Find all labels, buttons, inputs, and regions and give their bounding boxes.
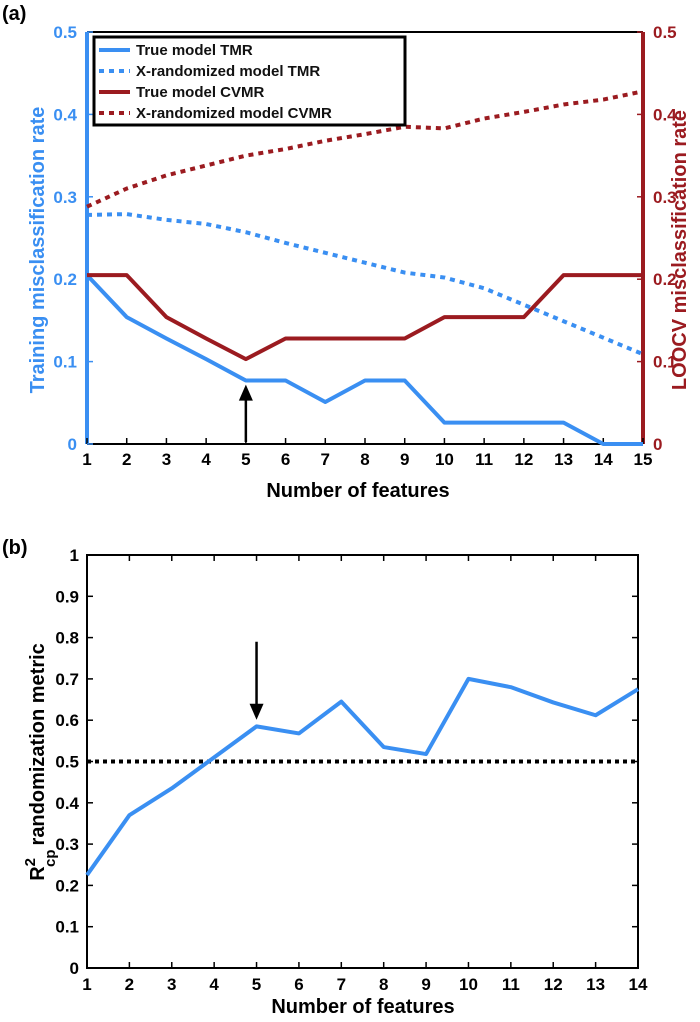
series-line-true-model-tmr: [85, 273, 643, 446]
panel-b-y-tick-label: 0.3: [55, 835, 79, 854]
panel-b-x-tick-label: 6: [294, 975, 303, 994]
panel-a-x-tick-label: 7: [321, 450, 330, 469]
panel-b-x-tick-label: 5: [252, 975, 261, 994]
panel-a: (a) 1 2 3 4 5 6 7 8 9 10 11 12 13 14 1500.10.20.30.40.…: [2, 3, 691, 502]
panel-a-right-tick-label: 0.5: [653, 23, 677, 42]
panel-a-x-tick-label: 13: [554, 450, 573, 469]
panel-b-ylabel-main: R: [27, 866, 49, 881]
panel-a-right-tick-label: 0: [653, 435, 662, 454]
series-line-true-model-cvmr: [87, 273, 643, 362]
panel-b-y-tick-label: 1: [70, 546, 79, 565]
panel-a-left-tick-label: 0: [68, 435, 77, 454]
panel-a-x-tick-label: 6: [281, 450, 290, 469]
panel-a-plot: 1 2 3 4 5 6 7 8 9 10 11 12 13 14 1500.10.20.30.40.500.…: [53, 23, 677, 469]
panel-a-right-tick-label: 0.1: [653, 353, 677, 372]
panel-b-x-tick-label: 8: [379, 975, 388, 994]
panel-b-x-tick-label: 11: [502, 975, 520, 994]
panel-b-ylabel-sup: 2: [22, 858, 39, 866]
panel-b-y-tick-label: 0.6: [55, 711, 79, 730]
panel-a-left-tick-label: 0.2: [53, 270, 77, 289]
panel-a-x-tick-label: 12: [514, 450, 533, 469]
panel-a-left-tick-label: 0.3: [53, 188, 77, 207]
panel-a-x-tick-label: 1: [82, 450, 91, 469]
panel-b-x-tick-label: 3: [167, 975, 176, 994]
panel-a-right-tick-label: 0.2: [653, 270, 677, 289]
panel-a-right-tick-label: 0.3: [653, 188, 677, 207]
panel-b-y-tick-label: 0.7: [55, 670, 79, 689]
panel-a-x-tick-label: 14: [594, 450, 613, 469]
panel-a-left-tick-label: 0.4: [53, 105, 77, 124]
panel-a-left-tick-label: 0.5: [53, 23, 77, 42]
panel-b-x-tick-label: 12: [544, 975, 563, 994]
panel-b-xlabel: Number of features: [271, 996, 454, 1018]
panel-b-ylabel: R2 cp randomization metric: [22, 643, 59, 881]
panel-b-x-tick-label: 13: [586, 975, 605, 994]
panel-b-arrow-head: [249, 703, 264, 720]
panel-a-x-tick-label: 15: [634, 450, 653, 469]
panel-a-legend: True model TMR X-randomized model TMR True…: [92, 35, 407, 127]
panel-a-legend-box: [92, 35, 407, 127]
panel-b-y-tick-label: 0.8: [55, 629, 79, 648]
panel-b-y-tick-label: 0.5: [55, 753, 79, 772]
panel-a-x-tick-label: 8: [360, 450, 369, 469]
panel-b-x-tick-label: 14: [629, 975, 648, 994]
panel-b-y-tick-label: 0.4: [55, 794, 79, 813]
series-line-x-randomized-model-tmr: [86, 212, 644, 357]
panel-b-x-tick-label: 1: [82, 975, 91, 994]
panel-b-x-tick-label: 4: [209, 975, 219, 994]
panel-a-label: (a): [2, 3, 26, 25]
panel-a-x-tick-label: 9: [400, 450, 409, 469]
legend-label: X-randomized model TMR: [136, 63, 320, 80]
panel-b-series-line: [85, 676, 640, 877]
panel-a-xlabel: Number of features: [266, 480, 449, 502]
panel-b-y-tick-label: 0.9: [55, 587, 79, 606]
panel-a-x-tick-label: 2: [122, 450, 131, 469]
legend-label: True model TMR: [136, 42, 253, 59]
panel-b-x-tick-label: 7: [337, 975, 346, 994]
panel-b-y-tick-label: 0.2: [55, 876, 79, 895]
panel-b-x-tick-label: 9: [421, 975, 430, 994]
panel-b-x-tick-label: 10: [459, 975, 478, 994]
legend-label: X-randomized model CVMR: [136, 105, 332, 122]
panel-a-ylabel-left: Training misclassification rate: [27, 107, 49, 394]
panel-b-label: (b): [2, 537, 28, 559]
panel-b-plot: 1 2 3 4 5 6 7 8 9 10 11 12 13 1400.10.20.30.40.50.60.…: [55, 546, 648, 994]
panel-a-x-tick-label: 10: [435, 450, 454, 469]
panel-b-y-tick-label: 0.1: [55, 918, 79, 937]
panel-a-ylabel-right: LOOCV misclassification rate: [669, 110, 691, 390]
panel-b: (b) 1 2 3 4 5 6 7 8 9 10 11 12 13 1400.10.20.30.40.50…: [2, 537, 648, 1018]
legend-label: True model CVMR: [136, 84, 265, 101]
panel-a-x-tick-label: 4: [201, 450, 211, 469]
panel-b-ylabel-rest: randomization metric: [27, 643, 49, 845]
panel-a-arrow-head: [238, 384, 253, 401]
panel-b-x-tick-label: 2: [125, 975, 134, 994]
panel-a-x-tick-label: 3: [162, 450, 171, 469]
panel-a-right-tick-label: 0.4: [653, 105, 677, 124]
panel-b-ylabel-sub: cp: [42, 849, 59, 867]
panel-a-x-tick-label: 11: [475, 450, 493, 469]
panel-b-y-tick-label: 0: [70, 959, 79, 978]
panel-a-x-tick-label: 5: [241, 450, 250, 469]
panel-a-left-tick-label: 0.1: [53, 353, 77, 372]
